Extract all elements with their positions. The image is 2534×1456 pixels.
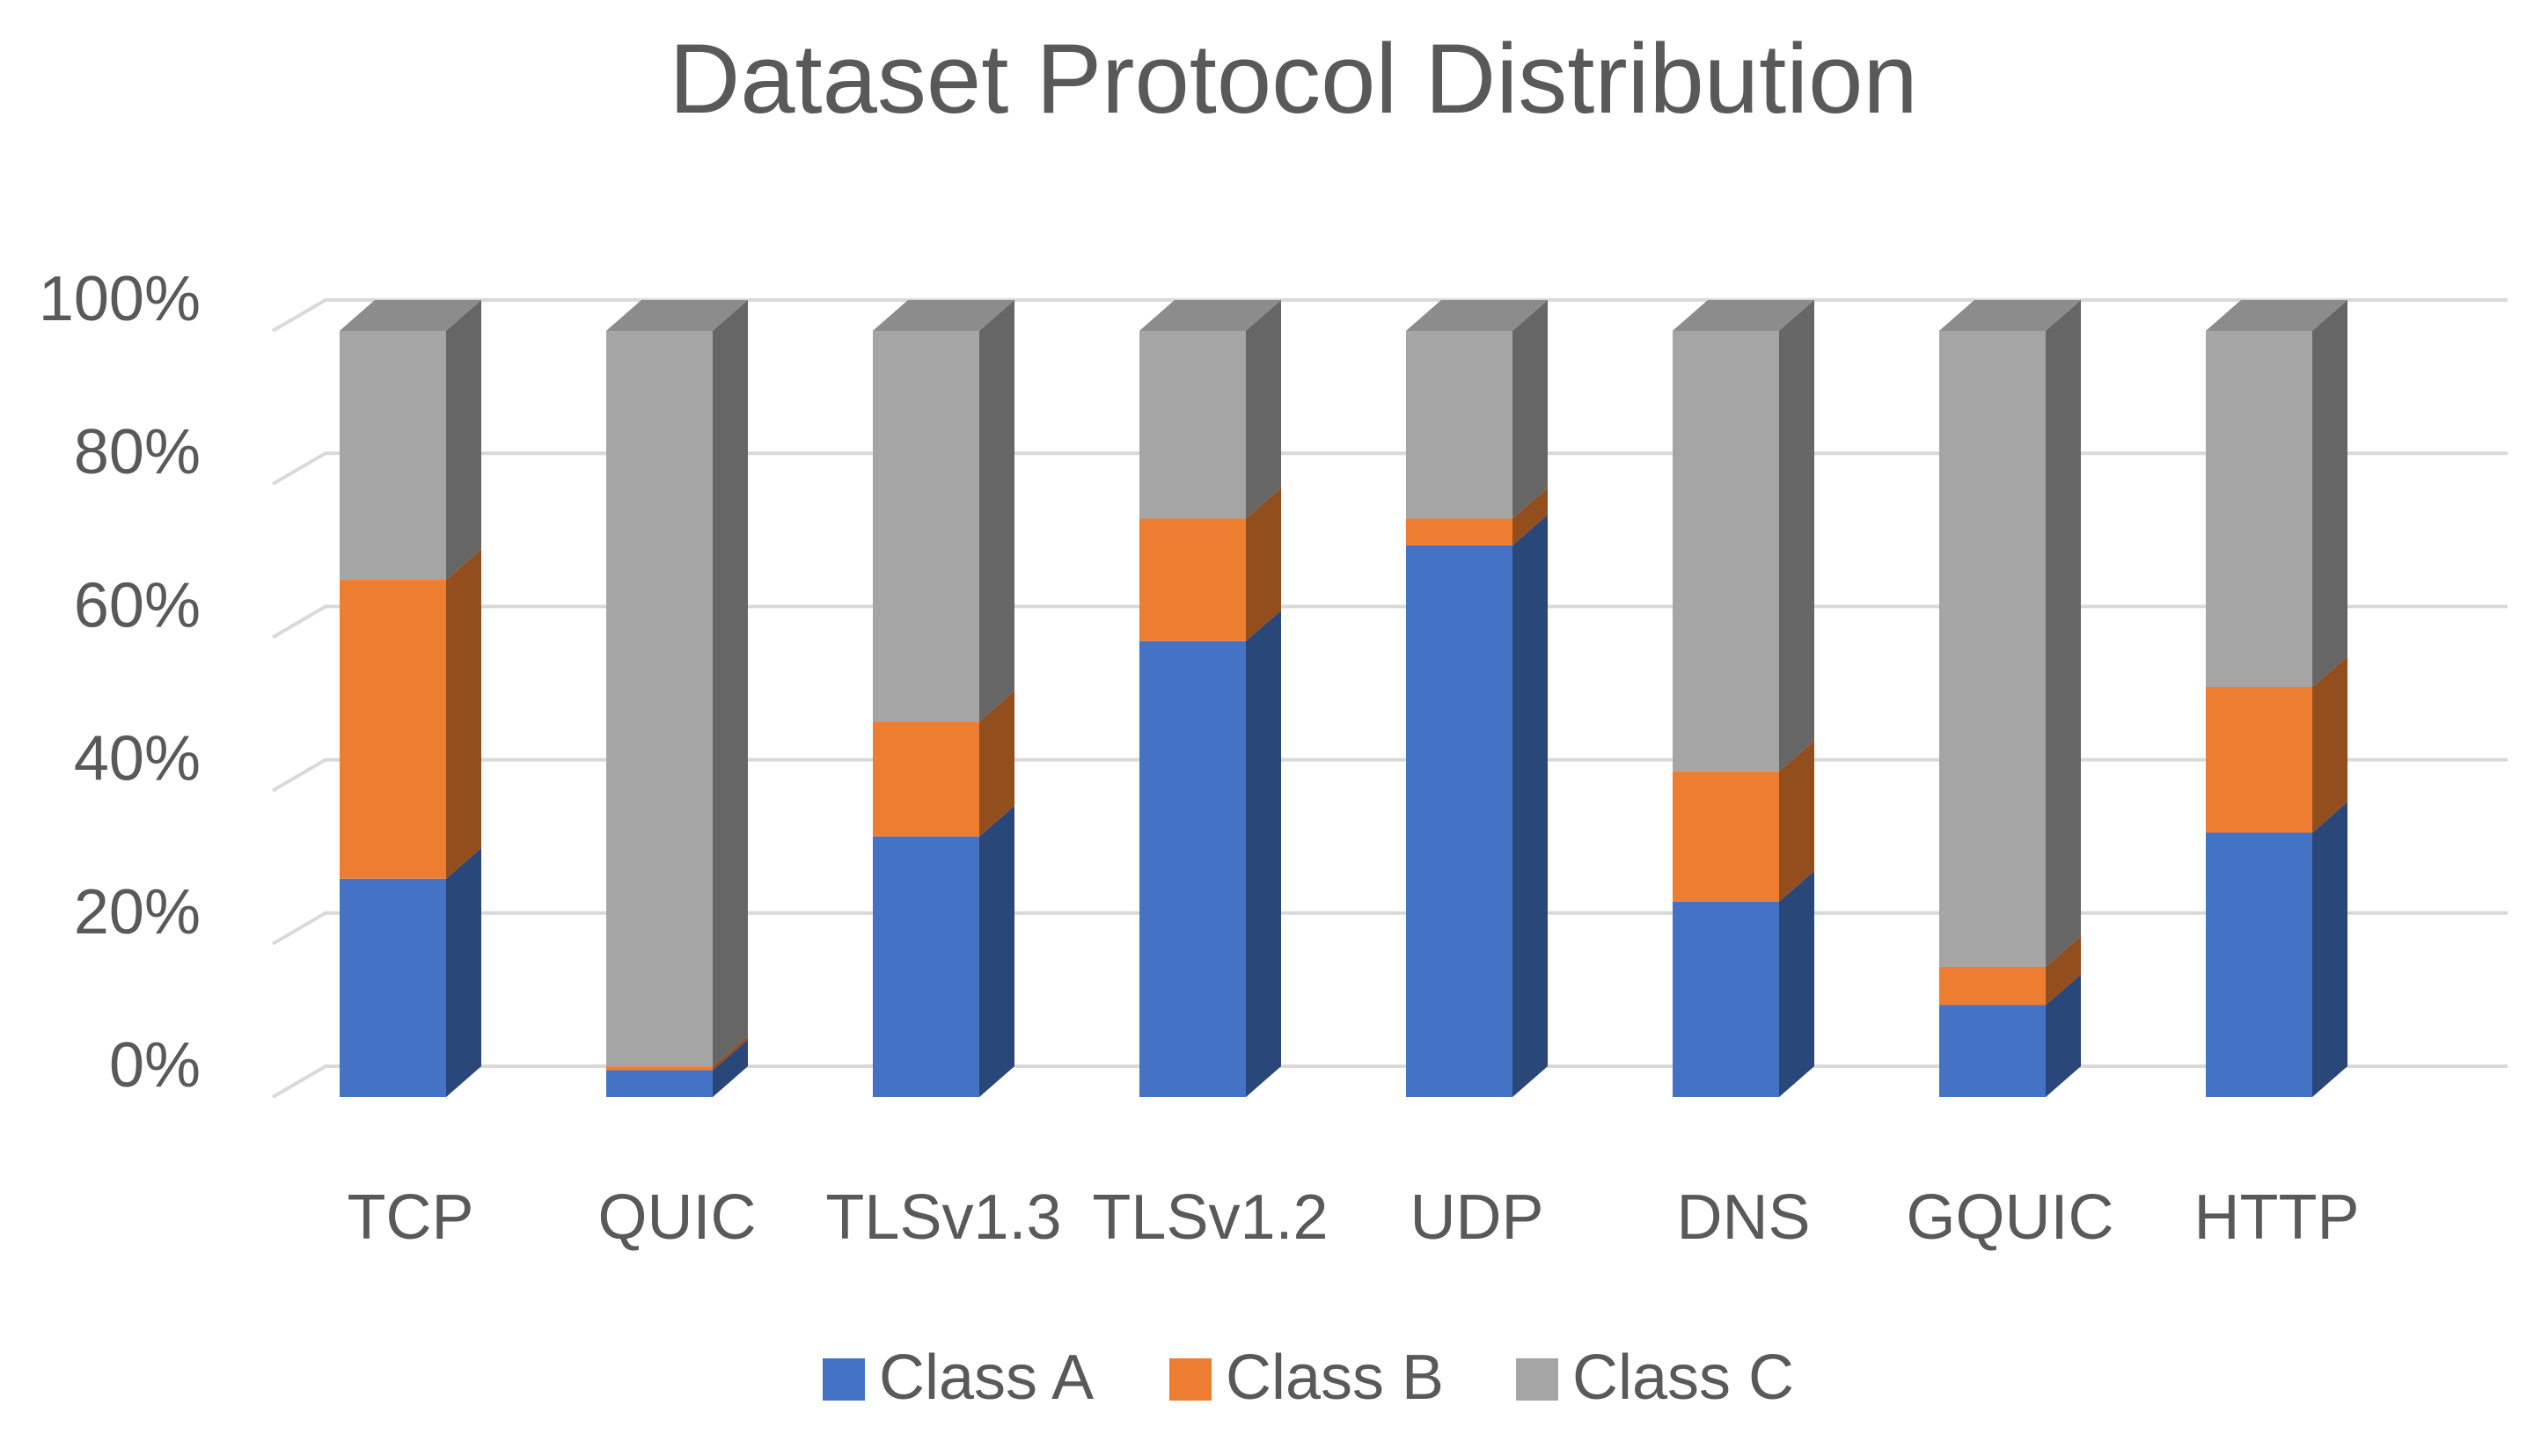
- bar-group-tcp: [340, 300, 481, 1097]
- bars: [340, 300, 2347, 1097]
- bar-side: [713, 1035, 748, 1071]
- bar-top: [1939, 300, 2081, 331]
- bar-segment: [873, 836, 979, 1097]
- bar-top: [873, 300, 1014, 331]
- bar-side: [1779, 740, 1814, 902]
- bar-side: [1512, 487, 1548, 545]
- bar-segment: [1406, 331, 1512, 519]
- bar-side: [446, 847, 481, 1097]
- bar-segment: [1673, 901, 1779, 1097]
- y-tick-label: 100%: [39, 264, 201, 334]
- bar-top: [1673, 300, 1814, 331]
- y-tick-label: 0%: [109, 1030, 201, 1101]
- bar-top: [340, 300, 481, 331]
- bar-segment: [1406, 545, 1512, 1097]
- bar-side: [2046, 935, 2081, 1006]
- bar-side: [979, 691, 1014, 837]
- bar-side: [2312, 801, 2347, 1097]
- bar-group-dns: [1673, 300, 1814, 1097]
- legend-swatch: [1516, 1358, 1558, 1401]
- bar-side: [1512, 300, 1548, 519]
- bar-segment: [1673, 331, 1779, 772]
- bar-side: [1246, 487, 1281, 641]
- bar-side: [979, 300, 1014, 722]
- bar-side: [1779, 300, 1814, 772]
- x-tick-label: GQUIC: [1906, 1182, 2113, 1253]
- bar-segment: [1939, 331, 2046, 967]
- legend-swatch: [823, 1358, 865, 1401]
- bar-segment: [2206, 832, 2312, 1097]
- legend-item: Class B: [1169, 1343, 1444, 1413]
- legend-label: Class A: [879, 1343, 1094, 1413]
- legend-item: Class A: [823, 1343, 1094, 1413]
- chart-title: Dataset Protocol Distribution: [669, 24, 1917, 134]
- legend-label: Class B: [1226, 1343, 1444, 1413]
- bar-segment: [873, 331, 979, 722]
- x-tick-label: TCP: [348, 1182, 474, 1253]
- bar-segment: [340, 331, 446, 581]
- y-tick-label: 20%: [74, 877, 201, 947]
- bar-segment: [1406, 518, 1512, 545]
- bar-segment: [873, 721, 979, 837]
- bar-segment: [606, 1070, 713, 1097]
- x-axis-labels: TCP QUIC TLSv1.3 TLSv1.2 UDP DNS GQUIC HTTP: [348, 1182, 2360, 1253]
- bar-top: [1139, 300, 1281, 331]
- bar-group-quic: [606, 300, 748, 1097]
- bar-top: [1406, 300, 1548, 331]
- x-tick-label: TLSv1.3: [825, 1182, 1061, 1253]
- bar-side: [1246, 610, 1281, 1097]
- bar-group-tlsv1-2: [1139, 300, 1281, 1097]
- y-tick-label: 40%: [74, 724, 201, 794]
- bar-side: [446, 300, 481, 581]
- bar-segment: [2206, 331, 2312, 688]
- bar-group-udp: [1406, 300, 1548, 1097]
- legend: Class A Class B Class C: [823, 1343, 1794, 1413]
- legend-item: Class C: [1516, 1343, 1794, 1413]
- bar-segment: [606, 1066, 713, 1071]
- bar-side: [446, 549, 481, 879]
- y-tick-label: 60%: [74, 570, 201, 640]
- bar-segment: [1139, 518, 1246, 641]
- bar-segment: [340, 878, 446, 1097]
- bar-side: [2046, 974, 2081, 1097]
- bar-segment: [1673, 771, 1779, 902]
- x-tick-label: UDP: [1410, 1182, 1543, 1253]
- bar-side: [2312, 300, 2347, 688]
- x-tick-label: QUIC: [598, 1182, 757, 1253]
- bar-segment: [606, 331, 713, 1067]
- bar-segment: [1939, 1005, 2046, 1097]
- bar-side: [1246, 300, 1281, 519]
- bar-side: [2046, 300, 2081, 967]
- bar-side: [979, 805, 1014, 1097]
- bar-side: [2312, 656, 2347, 833]
- bar-side: [1512, 514, 1548, 1097]
- y-tick-label: 80%: [74, 417, 201, 487]
- bar-group-http: [2206, 300, 2347, 1097]
- bar-segment: [1939, 966, 2046, 1006]
- bar-side: [1779, 870, 1814, 1097]
- bar-top: [606, 300, 748, 331]
- gridline: [271, 298, 2508, 333]
- y-axis-ticks: 0% 20% 40% 60% 80% 100%: [39, 264, 201, 1101]
- bar-segment: [2206, 687, 2312, 833]
- x-tick-label: DNS: [1676, 1182, 1810, 1253]
- x-tick-label: TLSv1.2: [1092, 1182, 1328, 1253]
- bar-group-tlsv1-3: [873, 300, 1014, 1097]
- bar-top: [2206, 300, 2347, 331]
- bar-segment: [1139, 331, 1246, 519]
- x-tick-label: HTTP: [2194, 1182, 2360, 1253]
- legend-swatch: [1169, 1358, 1212, 1401]
- bar-segment: [340, 580, 446, 879]
- legend-label: Class C: [1572, 1343, 1794, 1413]
- bar-group-gquic: [1939, 300, 2081, 1097]
- bar-segment: [1139, 640, 1246, 1097]
- bar-side: [713, 1039, 748, 1097]
- bar-side: [713, 300, 748, 1067]
